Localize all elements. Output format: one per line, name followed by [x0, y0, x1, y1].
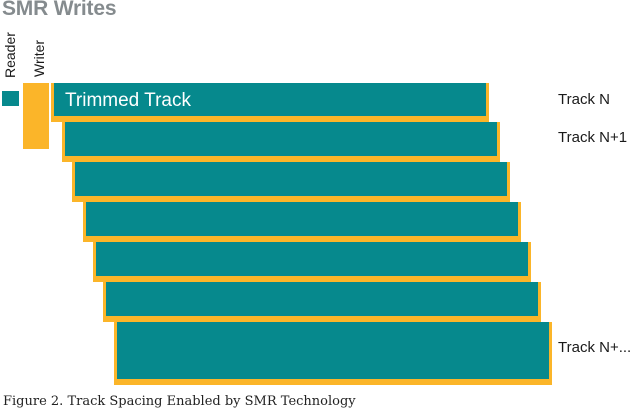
track-6-band [106, 282, 538, 316]
track-4-band [86, 202, 518, 236]
track-2-band [65, 122, 497, 156]
track-n1-label: Track N+1 [558, 129, 628, 146]
track-n-label: Track N [558, 91, 610, 108]
writer-head-block [23, 83, 49, 149]
track-3-band [75, 162, 507, 196]
track-7-band [117, 322, 549, 379]
diagram-title: SMR Writes [2, 0, 117, 20]
reader-head-block [2, 91, 19, 106]
track-n-more-label: Track N+... [558, 339, 632, 356]
figure-caption: Figure 2. Track Spacing Enabled by SMR T… [3, 394, 356, 409]
trimmed-track-label: Trimmed Track [65, 90, 191, 111]
track-5-band [96, 242, 528, 276]
track-1-band [54, 83, 486, 116]
